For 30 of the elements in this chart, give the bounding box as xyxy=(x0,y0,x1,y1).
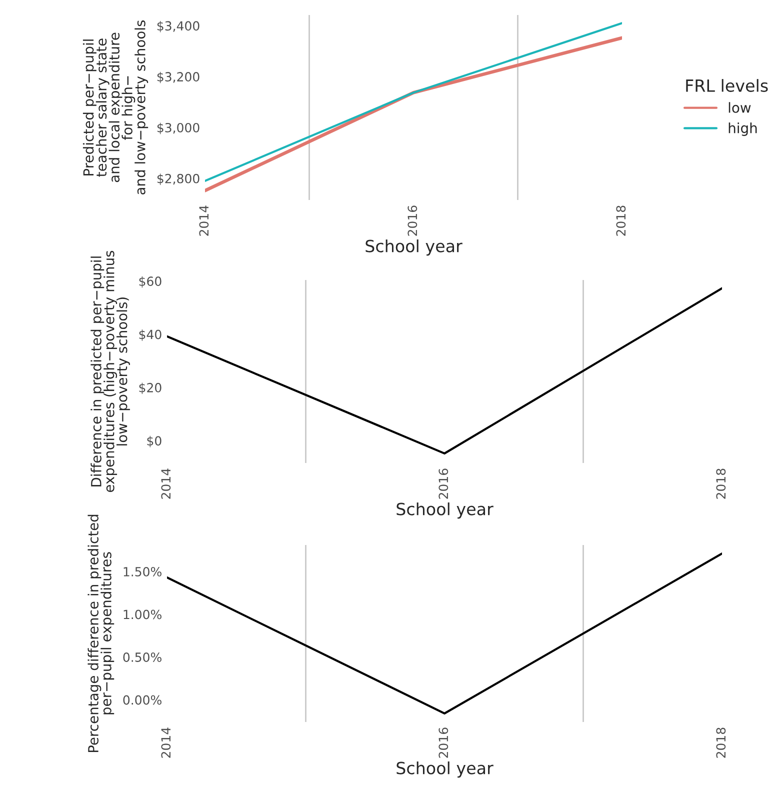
y-tick-label: 0.00% xyxy=(123,695,162,705)
y-axis-title: Difference in predicted per−pupil expenditures (high−poverty minus low−poverty schools) xyxy=(90,250,130,492)
x-tick-label: 2018 xyxy=(616,206,626,236)
x-tick-label: 2016 xyxy=(438,728,448,758)
x-tick-label: 2018 xyxy=(716,728,726,758)
y-tick-label: $40 xyxy=(139,330,162,341)
y-tick-label: 1.50% xyxy=(124,566,162,576)
y-tick-label: 0.50% xyxy=(123,652,162,662)
x-axis-title: School year xyxy=(366,239,462,256)
x-tick-label: 2016 xyxy=(438,468,448,499)
x-tick-label: 2018 xyxy=(716,468,726,499)
y-tick-label: $60 xyxy=(139,276,162,288)
y-tick-label: 1.00% xyxy=(124,610,162,620)
y-tick-label: $0 xyxy=(147,436,162,448)
legend-label: low xyxy=(728,102,751,113)
legend-label: high xyxy=(728,122,757,136)
x-tick-label: 2014 xyxy=(199,206,209,236)
x-axis-title: School year xyxy=(396,502,494,519)
x-tick-label: 2014 xyxy=(161,468,171,499)
y-tick-label: $2,800 xyxy=(157,174,200,185)
x-axis-title: School year xyxy=(396,761,494,778)
legend-title: FRL levels xyxy=(686,79,768,92)
y-tick-label: $3,400 xyxy=(157,20,200,32)
y-tick-label: $3,000 xyxy=(157,122,200,134)
y-axis-title: Percentage difference in predicted per−pupil expenditures xyxy=(88,514,114,752)
y-tick-label: $3,200 xyxy=(157,72,200,84)
y-tick-label: $20 xyxy=(139,382,162,394)
y-axis-title: Predicted per−pupil teacher salary state and local expenditure for high− and low−poverty schools xyxy=(82,20,148,194)
x-tick-label: 2014 xyxy=(161,728,171,758)
x-tick-label: 2016 xyxy=(408,206,418,236)
